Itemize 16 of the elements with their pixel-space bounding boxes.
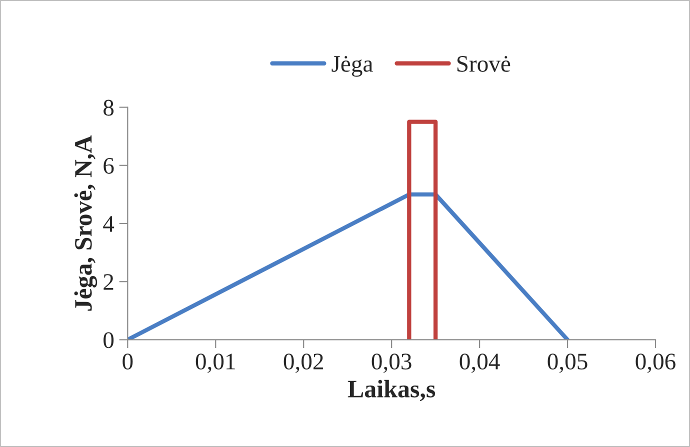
y-tick-label: 2: [104, 274, 114, 290]
x-tick-label: 0,03: [372, 354, 412, 373]
x-tick-label: 0,01: [196, 354, 235, 373]
x-axis-title: Laikas,s: [348, 380, 436, 402]
y-tick-label: 8: [104, 100, 114, 116]
legend-label: Srovė: [457, 56, 510, 72]
y-tick-label: 4: [103, 216, 114, 232]
x-tick-label: 0,06: [636, 354, 676, 373]
y-tick-label: 6: [104, 158, 114, 174]
y-axis-title: Jėga, Srovė, N,A: [74, 135, 98, 311]
x-tick-label: 0,02: [284, 354, 323, 373]
x-tick-label: 0,05: [548, 354, 588, 373]
legend-label: Jėga: [332, 56, 373, 77]
x-tick-label: 0,04: [460, 354, 500, 373]
y-tick-label: 0: [104, 332, 114, 348]
x-tick-label: 0: [122, 354, 133, 370]
